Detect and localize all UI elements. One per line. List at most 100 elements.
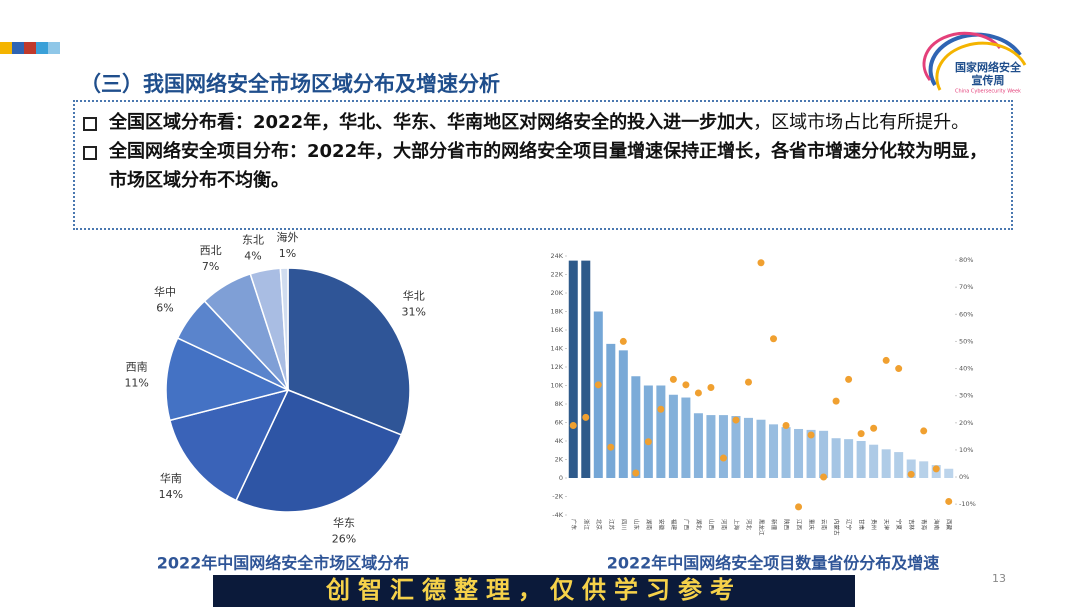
logo-arc [928,32,1022,87]
x-tick-label: 上海 [732,519,740,531]
pie-label: 华东 [333,515,355,529]
logo-sub: China Cybersecurity Week [955,89,1021,95]
growth-dot [619,337,627,345]
pie-value-label: 31% [401,306,425,319]
slide-title: （三）我国网络安全市场区域分布及增速分析 [80,72,500,96]
bar [656,385,666,478]
bar [593,311,603,478]
y2-tick-label: 40% [959,365,973,373]
pie-value-label: 4% [244,250,261,263]
logo-text: 宣传周 [972,73,1005,87]
y2-tick-label: -10% [959,500,976,508]
bar [819,430,829,478]
bar [618,350,628,478]
growth-dot [719,454,727,462]
y-tick-label: 16K [550,326,563,334]
bullet: 全国网络安全项目分布：2022年，大部分省市的网络安全项目量增速保持正增长，各省… [83,137,1001,195]
y2-tick-label: 60% [959,310,973,318]
x-tick-label: 内蒙古 [833,519,841,536]
pie-label: 海外 [276,230,298,244]
x-tick-label: 黑龙江 [758,519,766,536]
x-tick-label: 重庆 [808,519,816,531]
chart-title: 2022年中国网络安全市场区域分布 [157,554,410,573]
growth-dot [607,443,615,451]
pie-slice [279,267,289,391]
pie-value-label: 6% [156,302,173,315]
y-tick-label: 22K [550,271,563,279]
bar [706,415,716,478]
bar [743,417,753,478]
bar [631,376,641,478]
x-tick-label: 云南 [820,519,828,531]
growth-dot [820,473,828,481]
growth-dot [582,413,590,421]
bar [906,459,916,478]
growth-dot [782,422,790,430]
bar [769,424,779,478]
bar [668,394,678,478]
growth-dot [594,381,602,389]
pie-value-label: 1% [279,247,296,260]
y2-tick-label: 50% [959,337,973,345]
x-tick-label: 新疆 [770,519,778,531]
x-tick-label: 江苏 [607,519,615,531]
bullet-bold: 全国网络安全项目分布：2022年，大部分省市的网络安全项目量增速保持正增长，各省… [109,141,988,191]
bar [894,452,904,478]
x-tick-label: 湖南 [645,519,653,531]
x-tick-label: 湖北 [695,519,703,531]
growth-dot [707,384,715,392]
bar [718,415,728,478]
growth-dot [632,469,640,477]
y-tick-label: 20K [550,289,563,297]
pie-value-label: 11% [124,377,148,390]
x-tick-label: 广西 [682,519,690,531]
y-tick-label: 12K [550,363,563,371]
bar [844,439,854,478]
x-tick-label: 天津 [883,519,890,531]
x-tick-label: 江西 [795,519,802,531]
growth-dot [845,375,853,383]
growth-dot [757,259,765,267]
bullet-text: ，区域市场占比有所提升。 [753,112,970,133]
bar [781,427,791,478]
growth-dot [882,356,890,364]
pie-slice [235,389,403,513]
watermark: 创智汇德整理，仅供学习参考 [325,576,742,604]
growth-dot [807,431,815,439]
x-tick-label: 山东 [632,519,640,531]
bar [731,416,741,478]
logo-arc [935,41,1027,91]
pie-value-label: 7% [202,260,219,273]
bar [643,385,653,478]
x-tick-label: 宁夏 [895,519,903,531]
y-tick-label: 0 [559,474,563,482]
deco [24,42,36,54]
y-tick-label: -2K [552,493,563,501]
growth-dot [644,438,652,446]
pie-value-label: 26% [332,532,356,545]
growth-dot [732,416,740,424]
deco [0,42,12,54]
bullet-box: 全国区域分布看：2022年，华北、华东、华南地区对网络安全的投入进一步加大，区域… [73,100,1013,230]
watermark-bg [213,575,855,607]
growth-dot [857,430,865,438]
y2-tick-label: 0% [959,473,969,481]
pie-label: 东北 [242,234,264,247]
y-tick-label: -4K [552,511,563,519]
x-tick-label: 吉林 [908,519,916,531]
logo-arc [922,31,1002,81]
bullet-bold: 全国区域分布看：2022年，华北、华东、华南地区对网络安全的投入进一步加大 [109,112,754,133]
y-tick-label: 24K [550,252,563,260]
x-tick-label: 河北 [745,519,753,531]
y-tick-label: 2K [555,456,564,464]
pie-value-label: 14% [159,488,183,501]
x-tick-label: 河南 [720,519,728,531]
y2-tick-label: 10% [959,446,973,454]
pie-slice [165,337,291,422]
growth-dot [657,405,665,413]
x-tick-label: 安徽 [657,519,665,531]
y-tick-label: 10K [550,382,563,390]
x-tick-label: 福建 [670,519,678,531]
growth-dot [920,427,928,435]
